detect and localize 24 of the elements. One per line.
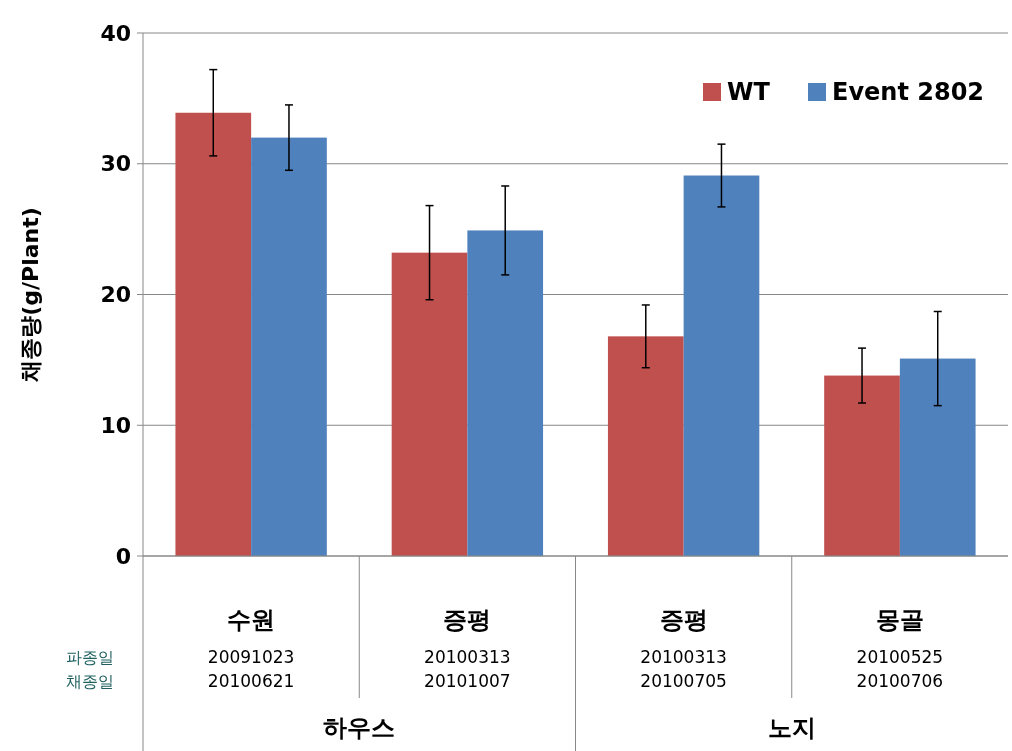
- y-tick-label: 40: [100, 20, 131, 46]
- y-axis-title: 채종량(g/Plant): [18, 207, 43, 382]
- text: 파종일: [66, 648, 114, 667]
- y-tick-label: 0: [115, 543, 131, 569]
- x-tick-label: 몽골 20100525 20100706: [856, 606, 944, 691]
- y-tick-label: 10: [100, 412, 131, 438]
- legend-label: Event 2802: [832, 78, 985, 107]
- bar: [824, 375, 900, 556]
- y-tick-label: 20: [100, 282, 131, 308]
- x-tick-label: 증평 20100313 20101007: [424, 606, 511, 691]
- bar: [683, 175, 760, 556]
- bar: [899, 358, 976, 556]
- y-tick-label: 30: [100, 151, 131, 177]
- bar: [607, 336, 684, 556]
- bar: [175, 112, 252, 556]
- bar: [251, 137, 327, 556]
- bar: [391, 252, 468, 556]
- text: 하우스: [323, 714, 396, 742]
- legend-label: WT: [727, 78, 771, 107]
- text: 채종일: [66, 672, 114, 691]
- x-tick-label: 수원 20091023 20100621: [207, 606, 295, 691]
- text: 노지: [767, 714, 816, 742]
- bar: [467, 230, 544, 556]
- x-tick-label: 증평 20100313 20100705: [640, 606, 727, 691]
